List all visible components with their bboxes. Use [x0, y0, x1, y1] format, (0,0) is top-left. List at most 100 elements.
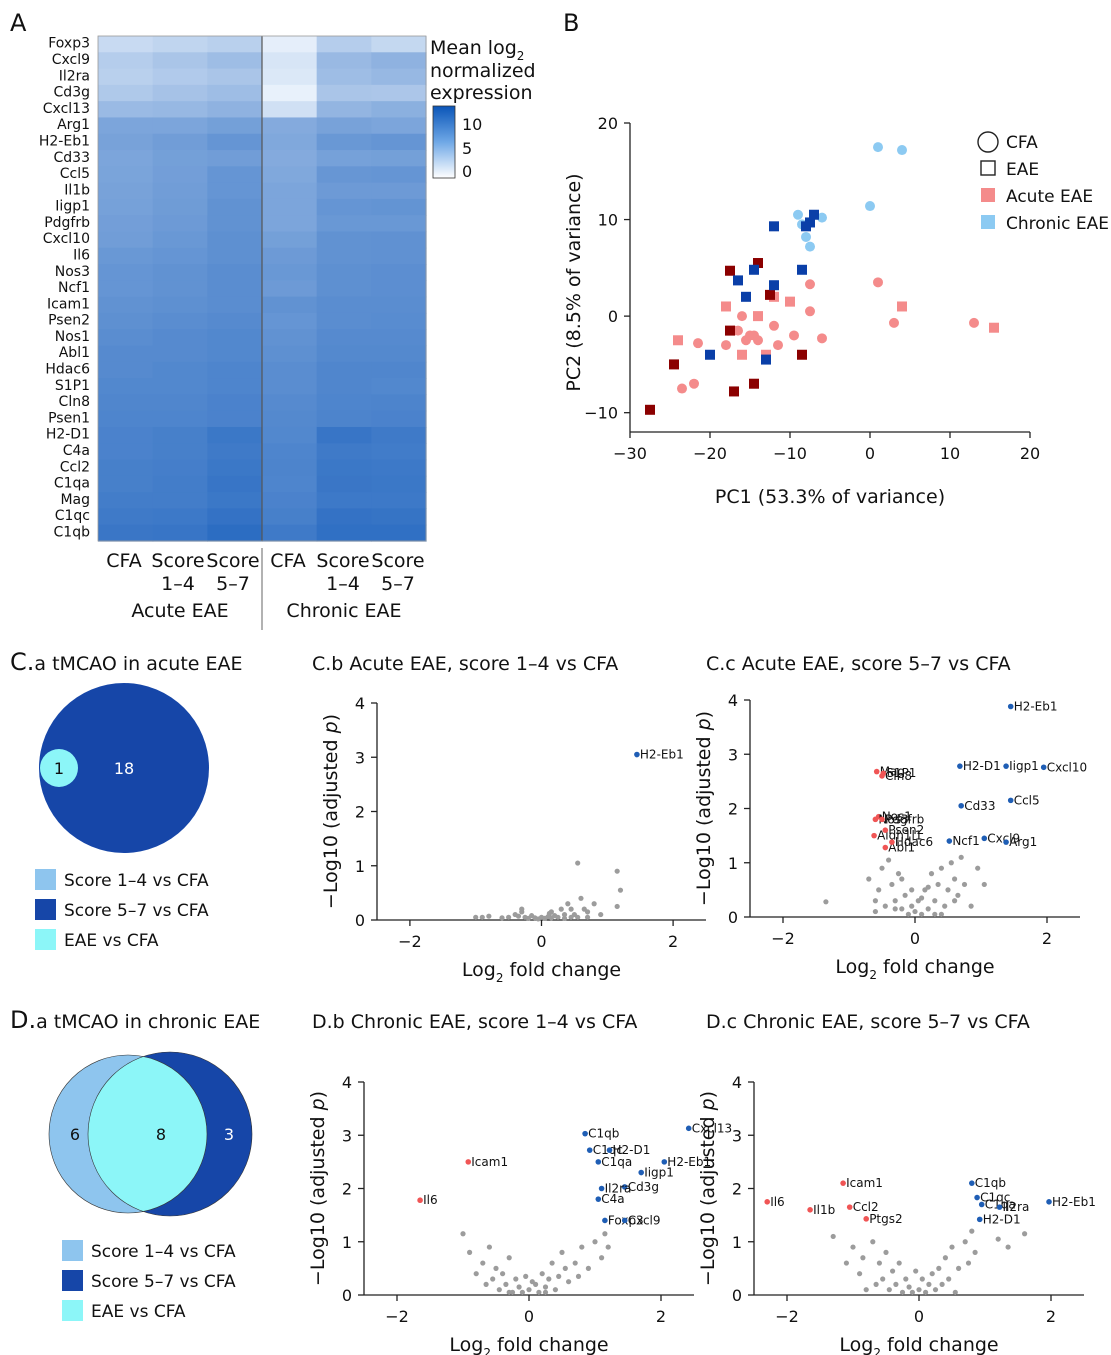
volcano-point: [566, 1279, 572, 1285]
volcano-c-c: −2 0 2 0 1 2 3 4 Log2 fold change −Log10 (adjuste…: [693, 691, 1087, 982]
y-tick-label: 4: [342, 1073, 352, 1092]
volcano-point: [558, 906, 564, 912]
heatmap-row-label: Nos1: [55, 329, 90, 345]
pca-point: [797, 264, 807, 275]
column-label: 1–4: [161, 573, 195, 595]
volcano-point: [860, 1255, 866, 1261]
y-tick-label: 2: [355, 803, 365, 822]
heatmap-cell: [316, 410, 372, 428]
panel-d-b-title: D.b Chronic EAE, score 1–4 vs CFA: [312, 1011, 637, 1033]
volcano-point: [575, 860, 581, 866]
pca-point: [669, 359, 679, 370]
heatmap-cell: [371, 394, 427, 412]
column-label: Score: [151, 550, 204, 572]
volcano-point: [585, 1265, 592, 1271]
heatmap-row-label: Cxcl10: [43, 231, 90, 247]
volcano-point: [503, 1281, 509, 1287]
volcano-point-significant: [863, 1216, 869, 1222]
heatmap-cell: [262, 378, 318, 395]
volcano-point: [899, 906, 905, 912]
legend-swatch: [35, 929, 56, 950]
heatmap-cell: [98, 247, 154, 265]
x-tick-label: 2: [656, 1307, 666, 1326]
volcano-point: [552, 1287, 559, 1293]
colorbar-tick: 5: [462, 139, 472, 158]
gene-label: Iigp1: [644, 1166, 674, 1180]
heatmap-cell: [207, 345, 263, 363]
heatmap-cell: [98, 264, 154, 281]
gene-label: Cxcl9: [628, 1213, 661, 1227]
volcano-point: [548, 909, 554, 915]
heatmap-cell: [316, 524, 372, 542]
pca-point: [753, 311, 763, 322]
heatmap-cell: [152, 361, 208, 379]
legend-label: EAE vs CFA: [91, 1302, 186, 1322]
heatmap-cell: [152, 182, 208, 200]
heatmap-cell: [207, 475, 263, 493]
heatmap-cell: [152, 459, 208, 477]
y-tick-label: 1: [355, 857, 365, 876]
gene-label: Nos1: [882, 810, 912, 824]
heatmap-cell: [207, 410, 263, 428]
volcano-point: [598, 911, 604, 918]
x-tick-label: 2: [668, 932, 678, 951]
heatmap-cell: [262, 231, 318, 249]
volcano-point: [479, 914, 485, 920]
volcano-point: [935, 881, 941, 888]
heatmap-cell: [207, 508, 263, 526]
gene-label: S1P1: [886, 766, 916, 780]
pca-point: [789, 330, 799, 341]
pca-point: [865, 201, 875, 212]
heatmap-cell: [207, 443, 263, 461]
volcano-point: [515, 913, 522, 919]
volcano-point: [926, 1281, 932, 1287]
heatmap-row-label: Ccl2: [60, 459, 90, 475]
pca-point: [769, 221, 779, 232]
heatmap-row-label: H2-D1: [46, 427, 90, 443]
x-tick-label: −2: [385, 1307, 409, 1326]
heatmap-row-label: Cxcl13: [43, 101, 90, 117]
legend-label: Score 1–4 vs CFA: [64, 871, 209, 891]
heatmap-cell: [371, 329, 427, 347]
volcano-point: [496, 1287, 502, 1293]
colorbar-title-1: Mean log2: [430, 37, 524, 63]
panel-c-c-title: C.c Acute EAE, score 5–7 vs CFA: [706, 653, 1011, 675]
volcano-point: [932, 898, 938, 904]
volcano-point-significant: [606, 1147, 613, 1153]
heatmap-cell: [316, 296, 372, 314]
volcano-point: [913, 1268, 919, 1274]
heatmap-cell: [98, 312, 154, 330]
heatmap-row-label: Psen1: [48, 410, 90, 426]
heatmap-cell: [262, 361, 318, 379]
heatmap-cell: [316, 117, 372, 135]
heatmap-cell: [316, 231, 372, 249]
volcano-point: [516, 1284, 522, 1290]
pca-point: [749, 378, 759, 389]
volcano-point: [889, 881, 895, 888]
heatmap-cell: [98, 36, 154, 53]
heatmap-cell: [316, 36, 372, 53]
volcano-point-significant: [882, 844, 889, 851]
y-tick-label: 0: [355, 911, 365, 930]
heatmap-cell: [152, 247, 208, 265]
volcano-point: [568, 914, 574, 920]
heatmap-row-label: Hdac6: [45, 362, 90, 378]
heatmap-cell: [316, 215, 372, 233]
legend-cfa: CFA: [1006, 133, 1038, 153]
legend-acute-eae: Acute EAE: [1006, 187, 1093, 207]
volcano-point: [879, 865, 885, 871]
heatmap-cell: [152, 426, 208, 444]
heatmap-cell: [152, 52, 208, 70]
volcano-point-significant: [634, 751, 640, 758]
y-axis-label: PC2 (8.5% of variance): [563, 173, 585, 391]
volcano-point: [919, 895, 925, 901]
heatmap-cell: [98, 215, 154, 233]
heatmap-cell: [371, 345, 427, 363]
venn-count: 1: [54, 759, 64, 778]
legend-swatch: [35, 869, 56, 890]
group-label-chronic: Chronic EAE: [286, 600, 401, 622]
volcano-point: [559, 1249, 565, 1255]
heatmap-cell: [371, 133, 427, 151]
heatmap-cell: [262, 264, 318, 281]
heatmap-row-labels: Foxp3Cxcl9Il2raCd3gCxcl13Arg1H2-Eb1Cd33C…: [39, 36, 90, 541]
